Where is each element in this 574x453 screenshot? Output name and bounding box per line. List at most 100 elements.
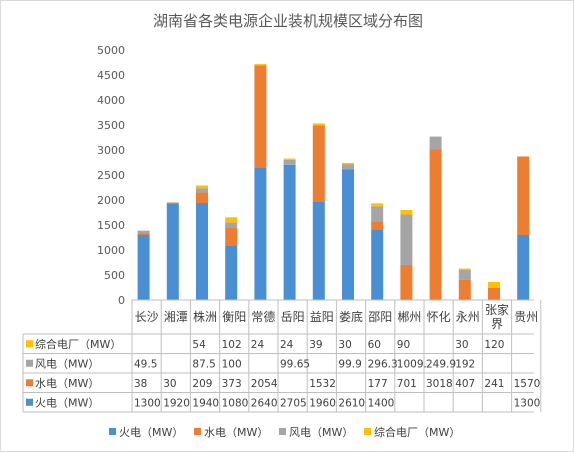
bar-segment-1 [254, 168, 267, 300]
table-cell: 49.5 [134, 358, 157, 370]
table-cell: 60 [368, 339, 381, 351]
y-tick-label: 3000 [97, 144, 125, 157]
table-cell: 30 [455, 339, 468, 351]
y-tick-label: 2500 [97, 169, 125, 182]
table-cell: 1300 [134, 397, 161, 409]
legend-swatch [194, 428, 201, 435]
legend-label: 风电（MW） [289, 426, 353, 439]
table-cell: 701 [397, 378, 417, 390]
table-row-swatch [26, 359, 33, 367]
bar-segment-1 [225, 246, 238, 300]
category-label: 娄底 [339, 309, 363, 324]
bar-segment-1 [283, 164, 296, 300]
chart-title: 湖南省各类电源企业装机规模区域分布图 [153, 12, 423, 30]
table-cell: 24 [251, 339, 265, 351]
y-tick-label: 2000 [97, 194, 125, 207]
category-label: 株洲 [193, 309, 217, 324]
bar-segment-4 [312, 123, 325, 126]
bar-segment-2 [196, 192, 208, 203]
bar-segment-3 [137, 230, 150, 234]
bar-segment-2 [166, 202, 179, 204]
table-row-label: 火电（MW） [35, 396, 99, 409]
table-row-swatch [26, 340, 33, 348]
table-cell: 2054 [251, 378, 278, 390]
table-row-swatch [26, 379, 33, 387]
y-tick-label: 4500 [97, 69, 125, 82]
bar-segment-1 [342, 169, 354, 300]
bar-segment-1 [312, 202, 325, 300]
category-label: 岳阳 [281, 310, 305, 324]
category-label: 怀化 [427, 310, 451, 324]
table-cell: 1570 [514, 378, 541, 390]
bar-segment-2 [488, 287, 500, 300]
table-cell: 407 [455, 378, 475, 390]
table-cell: 38 [134, 378, 147, 390]
bar-segment-2 [458, 279, 471, 300]
bar-segment-4 [488, 281, 500, 288]
table-cell: 30 [163, 378, 176, 390]
bar-segment-4 [400, 209, 413, 215]
category-label: 贵州 [514, 310, 538, 324]
table-row-swatch [26, 398, 33, 406]
table-row-label: 风电（MW） [35, 357, 99, 370]
table-cell: 1940 [192, 397, 219, 409]
category-label: 永州 [456, 310, 480, 324]
bar-segment-3 [225, 222, 238, 228]
bar-segment-1 [196, 203, 208, 300]
bar-segment-2 [137, 233, 150, 235]
bar-segment-4 [283, 158, 296, 160]
table-cell: 209 [192, 378, 212, 390]
y-tick-label: 4000 [97, 94, 125, 107]
table-cell: 296.3 [368, 358, 398, 370]
table-cell: 90 [397, 339, 410, 351]
legend-label: 水电（MW） [204, 426, 268, 439]
bar-segment-4 [254, 64, 267, 66]
table-cell: 87.5 [192, 358, 215, 370]
table-cell: 373 [222, 378, 242, 390]
table-cell: 1920 [163, 397, 190, 409]
category-label: 张家 [485, 302, 509, 317]
table-cell: 3018 [426, 378, 453, 390]
y-tick-label: 1000 [97, 244, 125, 257]
bars [137, 64, 530, 300]
category-label: 郴州 [397, 310, 421, 324]
category-label: 湘潭 [164, 309, 188, 324]
table-cell: 192 [455, 358, 475, 370]
table-cell: 102 [222, 339, 242, 351]
table-cell: 2640 [251, 397, 278, 409]
bar-segment-4 [458, 268, 471, 271]
table-cell: 99.9 [338, 358, 361, 370]
y-tick-label: 5000 [97, 44, 125, 57]
category-label: 益阳 [310, 310, 334, 324]
bar-segment-4 [225, 217, 238, 223]
bar-segment-3 [342, 164, 354, 170]
table-row-label: 水电（MW） [35, 377, 99, 390]
table-cell: 2705 [280, 397, 307, 409]
legend-swatch [109, 428, 116, 435]
table-cell: 99.65 [280, 358, 310, 370]
y-tick-label: 500 [104, 269, 125, 282]
table-cell: 39 [309, 339, 322, 351]
legend-swatch [364, 428, 371, 435]
legend-label: 综合电厂（MW） [374, 425, 460, 439]
bar-segment-3 [429, 136, 442, 150]
table-cell: 54 [192, 339, 206, 351]
table-cell: 100 [222, 358, 242, 370]
legend-label: 火电（MW） [119, 426, 183, 439]
bar-segment-2 [225, 227, 238, 246]
bar-segment-2 [400, 264, 413, 300]
category-label: 衡阳 [222, 310, 246, 324]
bar-segment-4 [371, 203, 384, 207]
bar-segment-2 [254, 65, 267, 168]
y-tick-label: 0 [118, 294, 125, 307]
category-label: 界 [491, 317, 503, 331]
table-cell: 120 [484, 339, 504, 351]
category-label: 常德 [251, 309, 275, 324]
table-cell: 30 [338, 339, 351, 351]
table-cell: 2610 [338, 397, 365, 409]
bar-segment-1 [137, 235, 150, 300]
table-row-label: 综合电厂（MW） [35, 337, 121, 351]
